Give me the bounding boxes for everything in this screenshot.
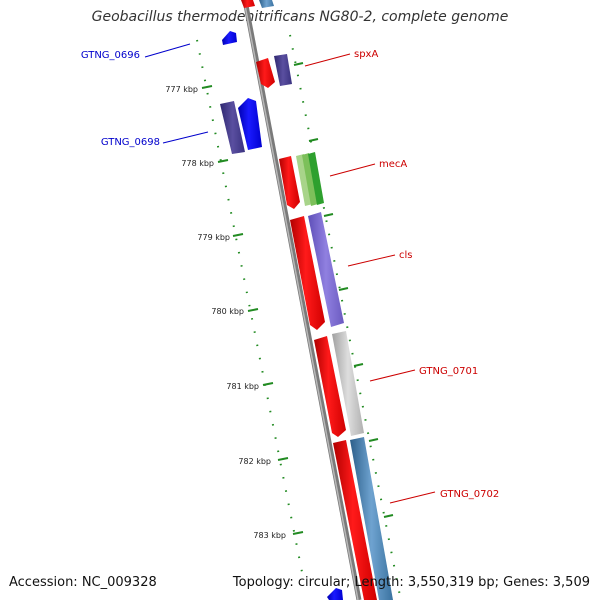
kbp-label: 779 kbp	[197, 233, 230, 242]
leader-line-GTNG_0696	[144, 43, 191, 58]
cog-block-mecA-b[interactable]	[302, 153, 318, 206]
gene-GTNG_0701[interactable]	[314, 336, 346, 437]
kbp-tick-777	[201, 85, 213, 89]
scale-track-left	[196, 39, 303, 573]
gene-label-GTNG_0701[interactable]: GTNG_0701	[419, 366, 478, 377]
scale-track-right	[289, 34, 401, 597]
kbp-label: 777 kbp	[165, 85, 198, 94]
genome-backbone-highlight	[243, 0, 359, 600]
leader-line-GTNG_0698	[162, 131, 209, 144]
kbp-label: 783 kbp	[253, 531, 286, 540]
genome-stats-text: Topology: circular; Length: 3,550,319 bp…	[232, 575, 590, 590]
kbp-tick-778	[217, 159, 229, 163]
leader-line-spxA	[304, 53, 351, 67]
genome-backbone	[242, 0, 362, 600]
kbp-tick-782	[277, 457, 289, 461]
kbp-tick-781	[262, 382, 274, 386]
gene-reverse-bottom[interactable]	[327, 588, 343, 600]
cog-block-cls[interactable]	[308, 212, 344, 327]
leader-line-GTNG_0701	[369, 369, 416, 382]
gene-label-GTNG_0696[interactable]: GTNG_0696	[81, 50, 140, 61]
kbp-label: 780 kbp	[211, 307, 244, 316]
cog-block-0701[interactable]	[332, 331, 364, 436]
kbp-label: 782 kbp	[238, 457, 271, 466]
cog-block-mecA-c[interactable]	[308, 152, 324, 205]
gene-spxA[interactable]	[256, 58, 275, 88]
gene-label-GTNG_0702[interactable]: GTNG_0702	[440, 489, 499, 500]
accession-text: Accession: NC_009328	[9, 575, 157, 590]
cog-block-spxA[interactable]	[274, 54, 292, 86]
cog-block-top-partial[interactable]	[259, 0, 274, 8]
kbp-tick-783	[292, 531, 304, 535]
kbp-tick-780	[247, 308, 259, 312]
gene-cls[interactable]	[290, 216, 325, 330]
gene-label-mecA[interactable]: mecA	[379, 159, 407, 170]
gene-label-GTNG_0698[interactable]: GTNG_0698	[101, 137, 160, 148]
kbp-label: 778 kbp	[181, 159, 214, 168]
leader-line-mecA	[329, 163, 376, 177]
leader-line-cls	[347, 254, 396, 267]
gene-mecA[interactable]	[279, 156, 300, 209]
gene-GTNG_0696[interactable]	[222, 31, 237, 45]
cog-block-0697[interactable]	[220, 101, 245, 154]
cog-block-0702[interactable]	[350, 437, 393, 600]
leader-line-GTNG_0702	[389, 491, 436, 504]
kbp-major-ticks	[201, 85, 304, 535]
gene-label-spxA[interactable]: spxA	[354, 49, 378, 60]
gene-GTNG_0698[interactable]	[238, 98, 262, 150]
scale-track-right-majors	[293, 62, 394, 518]
kbp-tick-779	[232, 233, 244, 237]
gene-top-partial[interactable]	[241, 0, 255, 8]
genome-title: Geobacillus thermodenitrificans NG80-2, …	[91, 9, 509, 25]
gene-label-cls[interactable]: cls	[399, 250, 413, 261]
gene-GTNG_0702[interactable]	[333, 440, 377, 600]
kbp-label: 781 kbp	[226, 382, 259, 391]
